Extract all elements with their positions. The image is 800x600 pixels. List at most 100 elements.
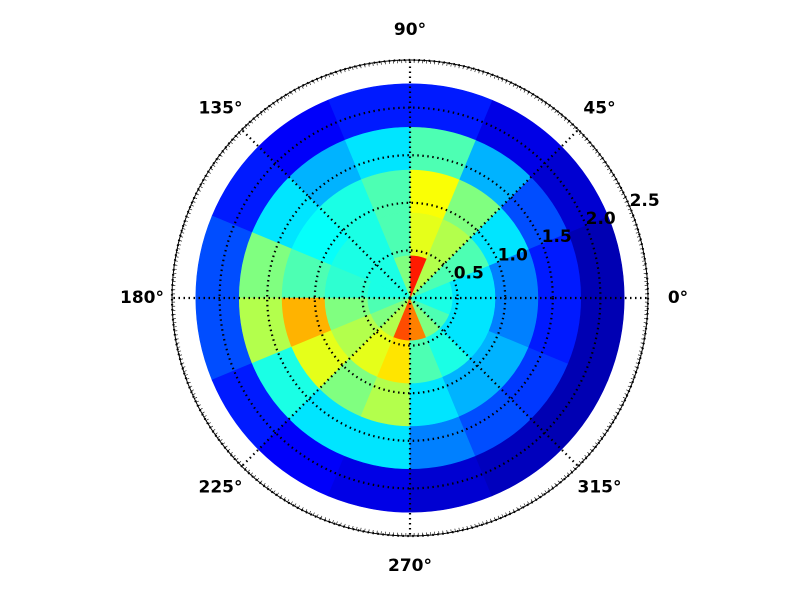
- theta-tick-label: 45°: [583, 98, 615, 118]
- angle-minor-tick: [622, 397, 626, 399]
- angle-minor-tick: [624, 393, 628, 396]
- angle-minor-tick: [178, 350, 182, 352]
- angle-minor-tick: [581, 458, 585, 461]
- angle-minor-tick: [638, 350, 642, 352]
- angle-minor-tick: [283, 497, 286, 500]
- r-grid-ring: [170, 58, 650, 538]
- angle-minor-tick: [269, 105, 273, 109]
- angle-minor-tick: [259, 112, 263, 116]
- angle-minor-tick: [534, 96, 537, 99]
- angle-minor-tick: [474, 523, 476, 527]
- angle-minor-tick: [621, 193, 625, 196]
- angle-minor-tick: [324, 75, 327, 79]
- angle-minor-tick: [633, 224, 637, 226]
- angle-minor-tick: [630, 216, 634, 218]
- angle-minor-tick: [230, 451, 233, 455]
- angle-minor-tick: [328, 518, 330, 522]
- angle-minor-tick: [290, 501, 293, 505]
- angle-minor-tick: [537, 494, 540, 498]
- angle-minor-tick: [186, 378, 190, 380]
- angle-minor-tick: [619, 189, 623, 192]
- angle-minor-tick: [189, 208, 193, 211]
- angle-minor-tick: [352, 525, 354, 530]
- angle-minor-tick: [182, 366, 186, 368]
- angle-minor-tick: [537, 98, 540, 102]
- angle-minor-tick: [557, 112, 561, 116]
- angle-minor-tick: [283, 96, 286, 99]
- angle-minor-tick: [497, 515, 500, 519]
- angle-minor-tick: [482, 521, 484, 525]
- angle-minor-tick: [250, 472, 253, 476]
- angle-minor-tick: [635, 232, 639, 234]
- r-grid-ring: [266, 154, 554, 442]
- angle-minor-tick: [253, 475, 257, 478]
- angle-minor-tick: [639, 248, 643, 250]
- angle-minor-tick: [192, 393, 196, 396]
- angle-minor-tick: [316, 514, 319, 518]
- angle-minor-tick: [178, 354, 183, 356]
- angle-minor-tick: [454, 528, 456, 532]
- angle-minor-tick: [336, 521, 338, 525]
- angle-minor-tick: [192, 200, 196, 203]
- angle-minor-tick: [212, 164, 216, 167]
- angle-minor-tick: [490, 74, 492, 78]
- angle-minor-tick: [287, 93, 290, 97]
- angle-minor-tick: [217, 157, 221, 161]
- angle-minor-tick: [348, 68, 350, 72]
- angle-minor-tick: [187, 212, 191, 215]
- angle-minor-tick: [328, 74, 330, 78]
- angle-minor-tick: [360, 527, 362, 531]
- angle-minor-tick: [332, 72, 334, 76]
- angle-minor-tick: [247, 469, 250, 473]
- angle-minor-tick: [224, 147, 228, 151]
- angle-minor-tick: [301, 85, 304, 89]
- angle-minor-tick: [570, 123, 573, 127]
- angle-minor-tick: [266, 107, 269, 111]
- theta-tick-label: 270°: [388, 556, 432, 576]
- r-tick-label: 0.5: [454, 264, 484, 284]
- angle-minor-tick: [450, 529, 452, 533]
- angle-minor-tick: [203, 415, 207, 418]
- labels: 0.5 1.0 1.5 2.0 2.5 0° 45° 90° 135° 180° 225° 270° 3…: [120, 20, 688, 576]
- angle-minor-tick: [256, 477, 260, 481]
- angle-minor-tick: [544, 490, 547, 494]
- angle-minor-tick: [523, 89, 526, 93]
- angle-minor-tick: [190, 204, 194, 207]
- angle-minor-tick: [214, 432, 218, 435]
- angle-minor-tick: [578, 461, 582, 464]
- angle-minor-tick: [177, 346, 181, 348]
- angle-minor-tick: [244, 126, 247, 130]
- angle-minor-tick: [637, 354, 642, 356]
- angle-minor-tick: [547, 487, 551, 491]
- angle-minor-tick: [606, 168, 610, 171]
- angle-minor-tick: [222, 442, 226, 445]
- angle-minor-tick: [551, 107, 554, 111]
- angle-minor-tick: [584, 455, 588, 458]
- angle-minor-tick: [619, 404, 623, 407]
- angle-minor-tick: [230, 141, 233, 145]
- angle-minor-tick: [509, 82, 511, 86]
- angle-minor-tick: [560, 115, 564, 119]
- angle-minor-tick: [578, 132, 582, 135]
- angle-minor-tick: [592, 147, 596, 151]
- angle-minor-tick: [312, 512, 315, 516]
- angle-minor-tick: [592, 445, 596, 449]
- angle-minor-tick: [203, 178, 207, 181]
- angle-minor-tick: [501, 514, 504, 518]
- angle-minor-tick: [208, 422, 211, 425]
- angle-minor-tick: [332, 520, 334, 524]
- angle-minor-tick: [250, 120, 253, 124]
- angle-minor-tick: [613, 415, 617, 418]
- angle-minor-tick: [530, 499, 533, 503]
- angle-minor-tick: [462, 526, 464, 530]
- angle-minor-tick: [516, 507, 519, 511]
- angle-minor-tick: [497, 77, 500, 81]
- angle-minor-tick: [629, 212, 633, 215]
- angle-minor-tick: [182, 228, 186, 230]
- angle-minor-tick: [640, 252, 644, 254]
- angle-minor-tick: [629, 381, 633, 384]
- angle-minor-tick: [199, 186, 203, 188]
- angle-minor-tick: [175, 256, 179, 258]
- angle-minor-tick: [602, 161, 606, 164]
